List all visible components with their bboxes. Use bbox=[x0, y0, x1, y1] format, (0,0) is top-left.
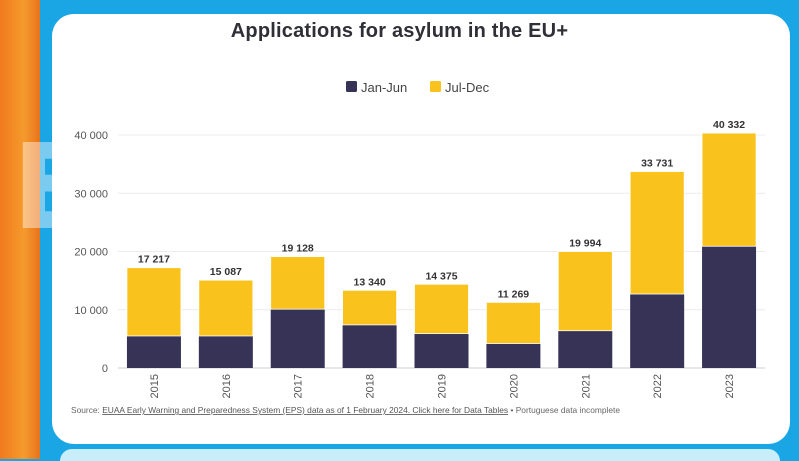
source-note: • Portuguese data incomplete bbox=[508, 405, 620, 415]
bar-2019-jan-jun bbox=[414, 333, 469, 368]
bottom-panel bbox=[60, 449, 780, 461]
y-tick-label: 20 000 bbox=[74, 247, 108, 259]
bar-2019-jul-dec bbox=[414, 283, 469, 335]
total-label-2017: 19 128 bbox=[282, 243, 314, 255]
x-tick-label-2019: 2019 bbox=[437, 374, 449, 398]
bar-2018-jul-dec bbox=[342, 289, 398, 326]
data-tables-link[interactable]: EUAA Early Warning and Preparedness Syst… bbox=[102, 405, 508, 415]
x-tick-label-2016: 2016 bbox=[221, 374, 233, 398]
total-label-2016: 15 087 bbox=[210, 266, 242, 278]
x-tick-label-2022: 2022 bbox=[652, 374, 664, 398]
bar-2020-jul-dec bbox=[485, 301, 541, 344]
bar-2016-jan-jun bbox=[198, 335, 253, 368]
chart-title: Applications for asylum in the EU+ bbox=[230, 20, 569, 42]
total-label-2021: 19 994 bbox=[569, 238, 601, 250]
total-label-2019: 14 375 bbox=[425, 270, 457, 282]
legend-swatch-jan-jun bbox=[346, 81, 357, 92]
total-label-2015: 17 217 bbox=[138, 254, 170, 266]
orange-side-strip bbox=[0, 0, 40, 459]
bar-2018-jan-jun bbox=[342, 324, 397, 368]
bar-2021-jan-jun bbox=[558, 330, 613, 368]
bar-2017-jul-dec bbox=[270, 256, 326, 310]
bar-2015-jul-dec bbox=[126, 267, 182, 337]
legend-swatch-jul-dec bbox=[430, 81, 441, 92]
legend-label-jul-dec: Jul-Dec bbox=[445, 80, 490, 95]
x-tick-label-2017: 2017 bbox=[293, 374, 305, 398]
total-label-2022: 33 731 bbox=[641, 158, 673, 170]
source-footnote: Source: EUAA Early Warning and Preparedn… bbox=[71, 405, 620, 415]
x-tick-label-2015: 2015 bbox=[149, 374, 161, 398]
x-tick-label-2021: 2021 bbox=[580, 374, 592, 398]
x-tick-label-2018: 2018 bbox=[365, 374, 377, 398]
y-tick-label: 30 000 bbox=[74, 188, 108, 200]
y-tick-label: 0 bbox=[102, 363, 108, 375]
bar-2022-jul-dec bbox=[629, 171, 685, 295]
total-label-2023: 40 332 bbox=[713, 119, 745, 131]
total-label-2018: 13 340 bbox=[354, 276, 386, 288]
bar-2023-jul-dec bbox=[701, 132, 757, 247]
bar-2016-jul-dec bbox=[198, 279, 254, 337]
legend-label-jan-jun: Jan-Jun bbox=[361, 80, 407, 95]
bar-2021-jul-dec bbox=[557, 251, 613, 332]
x-tick-label-2023: 2023 bbox=[724, 374, 736, 398]
bar-2023-jan-jun bbox=[702, 246, 757, 368]
total-label-2020: 11 269 bbox=[498, 288, 530, 300]
source-prefix: Source: bbox=[71, 405, 102, 415]
y-tick-label: 40 000 bbox=[74, 130, 108, 142]
x-tick-label-2020: 2020 bbox=[508, 374, 520, 398]
bar-2022-jan-jun bbox=[630, 294, 685, 368]
bar-2017-jan-jun bbox=[270, 309, 325, 368]
bar-2015-jan-jun bbox=[126, 335, 181, 368]
y-tick-label: 10 000 bbox=[74, 305, 108, 317]
bar-2020-jan-jun bbox=[486, 343, 541, 368]
